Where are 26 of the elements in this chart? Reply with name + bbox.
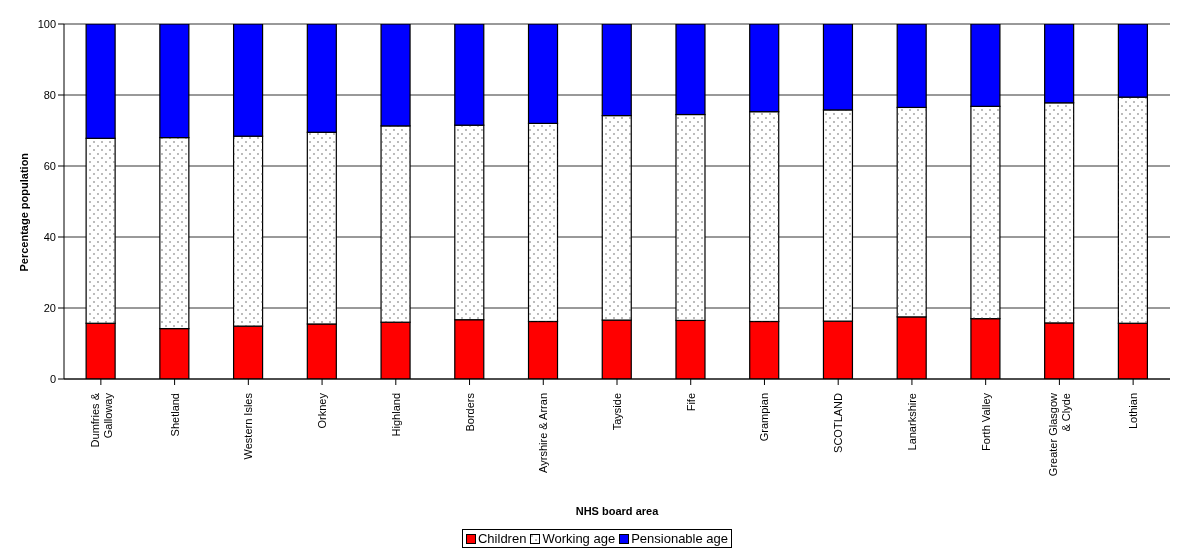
legend-label: Pensionable age bbox=[630, 531, 729, 546]
y-tick-label: 60 bbox=[43, 159, 56, 172]
x-tick-label: Borders bbox=[463, 392, 476, 432]
x-axis-title: NHS board area bbox=[575, 505, 660, 517]
y-tick-label: 0 bbox=[49, 372, 56, 385]
x-tick-label: Lanarkshire bbox=[905, 393, 918, 451]
x-tick-label: Western Isles bbox=[242, 392, 255, 460]
x-tick-label: Dumfries & Galloway bbox=[88, 392, 114, 448]
x-tick-label: Greater Glasgow & Clyde bbox=[1047, 392, 1073, 477]
y-tick-label: 20 bbox=[43, 301, 56, 314]
x-tick-label: Lothian bbox=[1127, 393, 1140, 430]
x-tick-label: Highland bbox=[389, 393, 402, 437]
x-tick-label: SCOTLAND bbox=[832, 392, 845, 453]
x-tick-label: Ayrshire & Arran bbox=[537, 393, 550, 473]
legend-label: Children bbox=[477, 531, 527, 546]
x-tick-label: Tayside bbox=[611, 393, 623, 431]
x-tick-label: Fife bbox=[684, 393, 697, 412]
legend-label: Working age bbox=[541, 531, 616, 546]
y-tick-label: 80 bbox=[43, 88, 56, 101]
x-tick-label: Shetland bbox=[168, 393, 181, 437]
x-tick-label: Grampian bbox=[758, 393, 771, 442]
y-tick-label: 100 bbox=[37, 17, 56, 30]
x-tick-label: Forth Valley bbox=[979, 392, 992, 451]
x-tick-label: Orkney bbox=[316, 392, 329, 429]
y-axis-title: Percentage population bbox=[17, 152, 30, 272]
y-tick-label: 40 bbox=[43, 230, 56, 243]
